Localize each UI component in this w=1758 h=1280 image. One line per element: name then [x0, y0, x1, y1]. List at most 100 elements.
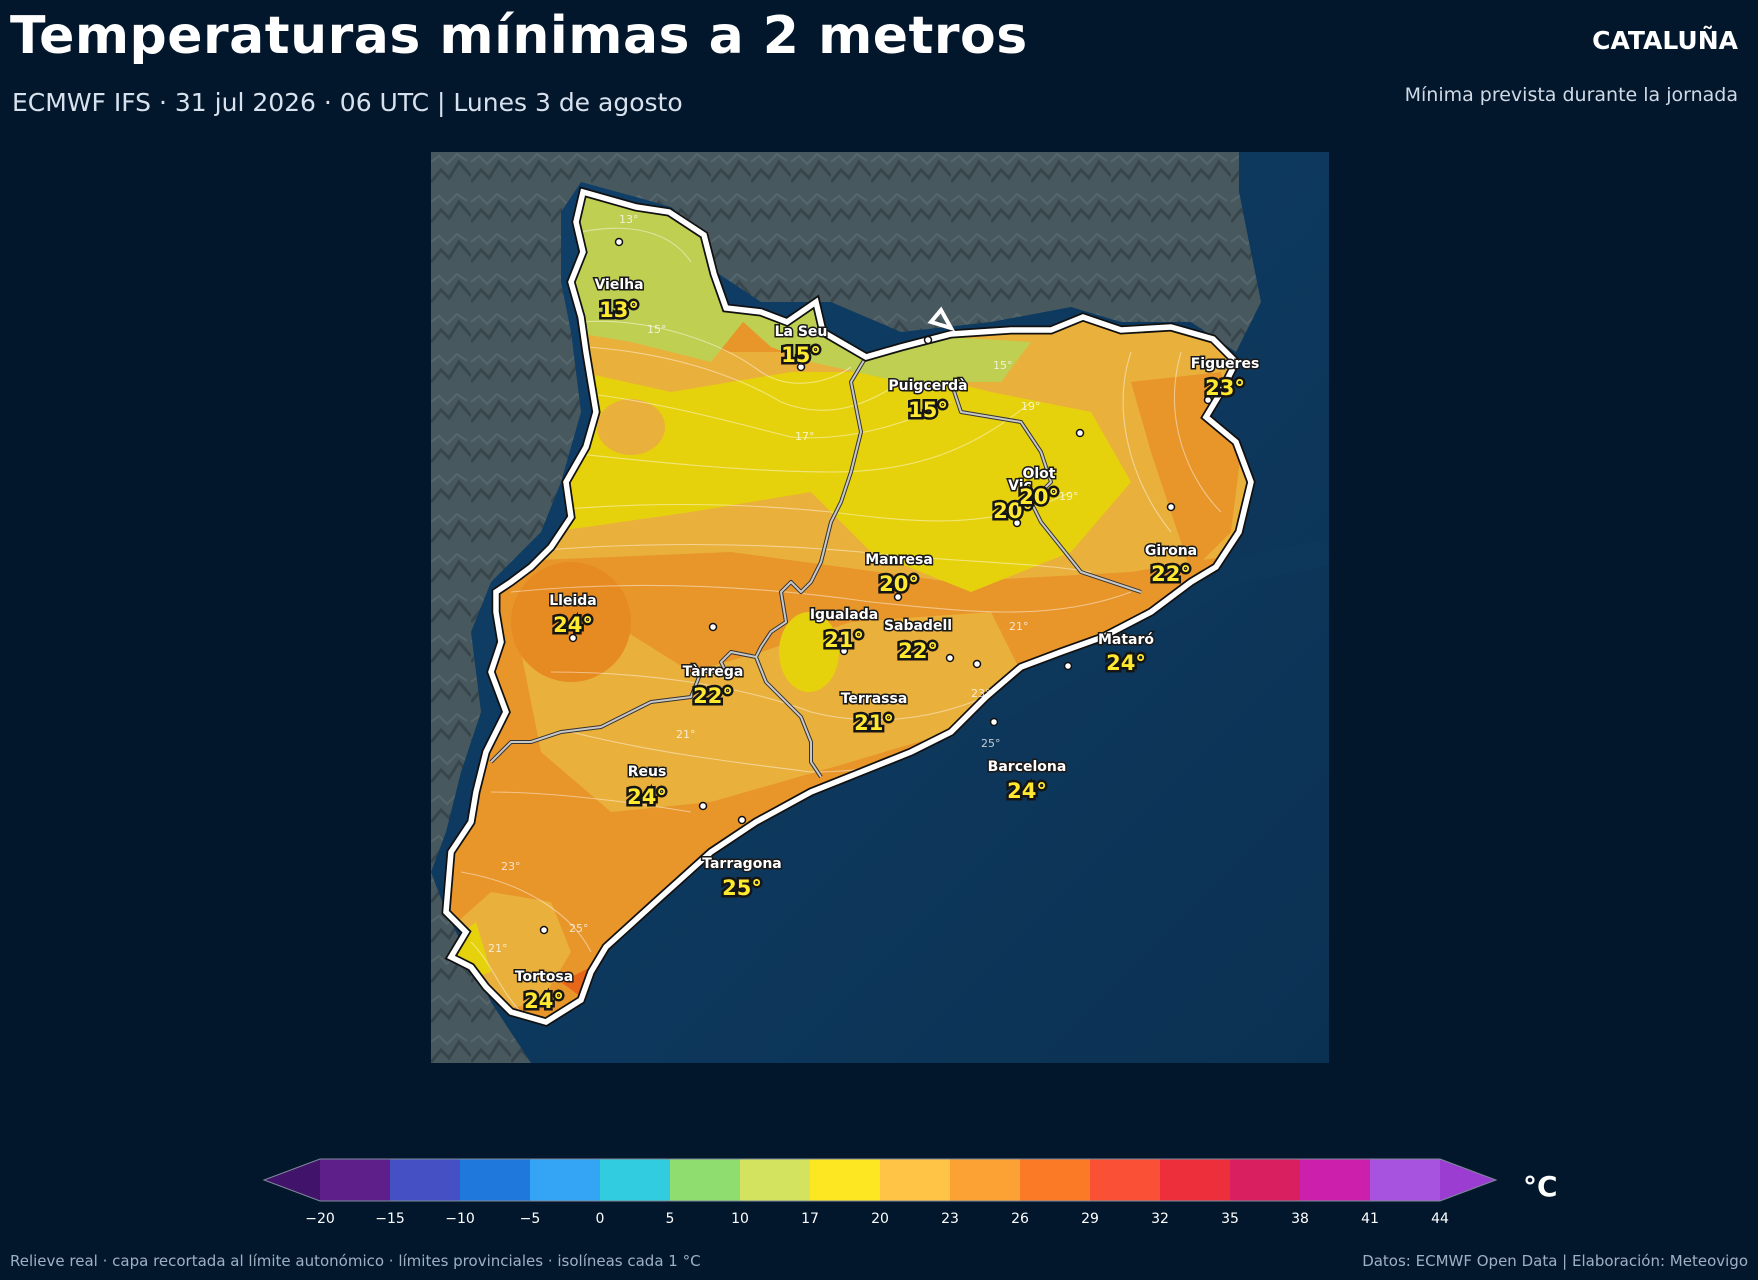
colorbar-tick-label: 23 — [941, 1211, 959, 1227]
colorbar-segment — [530, 1159, 601, 1201]
svg-text:Tortosa: Tortosa — [515, 969, 573, 985]
city-markers — [539, 237, 1213, 935]
city-tarragona: Tarragona 25° — [701, 855, 784, 903]
svg-text:20°: 20° — [993, 499, 1033, 523]
svg-text:22°: 22° — [693, 684, 733, 708]
city-vielha: Vielha 13° — [593, 276, 645, 325]
city-vic: Vic 20° — [991, 477, 1036, 526]
city-sabadell: Sabadell 22° — [882, 617, 953, 666]
city-tarrega: Tàrrega 22° — [681, 663, 745, 711]
city-reus: Reus 24° — [625, 763, 670, 812]
colorbar-segment — [1160, 1159, 1231, 1201]
svg-text:21°: 21° — [824, 628, 864, 652]
temperature-map: 13° 15° 15° 17° 19° 21° 23° 21° 23° 25° … — [431, 152, 1329, 1063]
colorbar-segment — [1230, 1159, 1301, 1201]
svg-text:Figueres: Figueres — [1191, 356, 1260, 372]
region-note: Mínima prevista durante la jornada — [1404, 84, 1738, 106]
colorbar-segment — [390, 1159, 461, 1201]
colorbar-tick-label: 44 — [1431, 1211, 1449, 1227]
colorbar-segment — [880, 1159, 951, 1201]
city-manresa: Manresa 20° — [864, 551, 935, 599]
svg-text:Manresa: Manresa — [865, 552, 933, 568]
city-lleida: Lleida 24° — [548, 592, 598, 640]
colorbar-tick-label: 0 — [596, 1211, 605, 1227]
city-terrassa: Terrassa 21° — [839, 690, 909, 738]
colorbar-tick-label: 38 — [1291, 1211, 1309, 1227]
svg-text:Lleida: Lleida — [549, 593, 596, 609]
colorbar-segment — [1020, 1159, 1091, 1201]
svg-text:24°: 24° — [524, 989, 564, 1013]
colorbar-tick-label: 41 — [1361, 1211, 1379, 1227]
colorbar-tick-label: −20 — [305, 1211, 335, 1227]
colorbar-tick-label: 10 — [731, 1211, 749, 1227]
colorbar-tick-label: 32 — [1151, 1211, 1169, 1227]
colorbar-tick-label: 35 — [1221, 1211, 1239, 1227]
colorbar-segment — [740, 1159, 811, 1201]
svg-text:15°: 15° — [908, 398, 948, 422]
svg-text:21°: 21° — [854, 711, 894, 735]
svg-text:Barcelona: Barcelona — [988, 759, 1067, 775]
city-tortosa: Tortosa 24° — [513, 968, 574, 1016]
colorbar-segment — [600, 1159, 671, 1201]
isoline-label: 13° — [619, 213, 639, 226]
svg-text:Terrassa: Terrassa — [841, 691, 908, 707]
colorbar-high-arrow — [1440, 1159, 1496, 1201]
colorbar-low-arrow — [264, 1159, 320, 1201]
isoline-label: 23° — [971, 687, 991, 700]
svg-text:Vielha: Vielha — [594, 277, 643, 293]
colorbar-segment — [460, 1159, 531, 1201]
svg-text:20°: 20° — [1019, 485, 1059, 509]
region-label: CATALUÑA — [1592, 26, 1738, 55]
temperature-colorbar: −20 −15 −10 −5 0 5 10 17 20 23 26 29 32 35 38 41 44 — [262, 1158, 1498, 1227]
colorbar-tick-label: −5 — [520, 1211, 541, 1227]
isoline-label: 19° — [1021, 400, 1041, 413]
colorbar-segment — [1370, 1159, 1441, 1201]
isoline-label: 23° — [501, 860, 521, 873]
colorbar-segment — [1300, 1159, 1371, 1201]
svg-text:20°: 20° — [879, 572, 919, 596]
colorbar-tick-label: 5 — [666, 1211, 675, 1227]
map-subtitle: ECMWF IFS · 31 jul 2026 · 06 UTC | Lunes… — [12, 88, 683, 117]
isoline-label: 21° — [1009, 620, 1029, 633]
svg-text:15°: 15° — [781, 343, 821, 367]
isoline-label: 21° — [676, 728, 696, 741]
city-puigcerda: Puigcerdà 15° — [887, 377, 969, 425]
svg-text:23°: 23° — [1205, 376, 1245, 400]
svg-text:13°: 13° — [599, 298, 639, 322]
isoline-label: 25° — [569, 922, 589, 935]
svg-text:Sabadell: Sabadell — [884, 618, 952, 634]
isoline-label: 19° — [1059, 490, 1079, 503]
svg-text:Girona: Girona — [1145, 543, 1197, 559]
footer-note: Relieve real · capa recortada al límite … — [10, 1252, 701, 1270]
colorbar-tick-label: 20 — [871, 1211, 889, 1227]
city-igualada: Igualada 21° — [808, 606, 879, 655]
svg-text:Reus: Reus — [628, 764, 667, 780]
city-figueres: Figueres 23° — [1189, 355, 1261, 403]
isoline-label: 25° — [981, 737, 1001, 750]
colorbar-segment — [1090, 1159, 1161, 1201]
city-girona: Girona 22° — [1143, 542, 1198, 589]
colorbar-tick-label: −15 — [375, 1211, 405, 1227]
city-la-seu: La Seu 15° — [773, 323, 829, 370]
isoline-label: 15° — [647, 323, 667, 336]
isoline-label: 15° — [993, 359, 1013, 372]
footer-credits: Datos: ECMWF Open Data | Elaboración: Me… — [1362, 1252, 1748, 1270]
colorbar-tick-label: 29 — [1081, 1211, 1099, 1227]
colorbar-segment — [950, 1159, 1021, 1201]
svg-text:22°: 22° — [1151, 562, 1191, 586]
svg-text:Olot: Olot — [1022, 466, 1055, 482]
svg-text:Mataró: Mataró — [1098, 632, 1154, 648]
city-mataro: Mataró 24° — [1096, 631, 1155, 678]
isoline-label: 21° — [488, 942, 508, 955]
city-olot: Olot 20° — [1017, 465, 1062, 512]
svg-text:24°: 24° — [553, 613, 593, 637]
svg-text:24°: 24° — [1007, 779, 1047, 803]
svg-text:24°: 24° — [627, 785, 667, 809]
svg-text:Puigcerdà: Puigcerdà — [888, 378, 967, 394]
colorbar-tick-label: 17 — [801, 1211, 819, 1227]
svg-text:Tarragona: Tarragona — [702, 856, 782, 872]
svg-text:Igualada: Igualada — [810, 607, 878, 623]
isoline-label: 17° — [795, 430, 815, 443]
city-barcelona: Barcelona 24° — [986, 758, 1068, 806]
colorbar-tick-label: −10 — [445, 1211, 475, 1227]
